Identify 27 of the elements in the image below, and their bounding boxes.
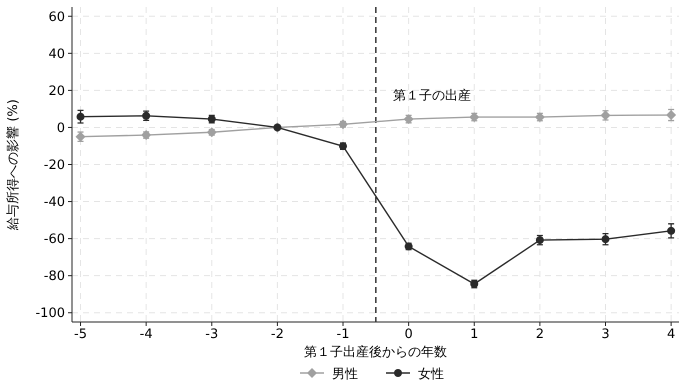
y-tick-label: -60 bbox=[44, 232, 65, 248]
y-tick-label: 60 bbox=[48, 10, 65, 25]
y-tick-label: 20 bbox=[48, 84, 65, 99]
x-tick-label: -3 bbox=[205, 327, 218, 342]
x-tick-label: -1 bbox=[336, 327, 350, 342]
y-tick-label: -40 bbox=[44, 195, 65, 210]
x-tick-label: 3 bbox=[601, 327, 610, 342]
ref-line-label: 第１子の出産 bbox=[392, 88, 471, 104]
legend-label: 女性 bbox=[418, 367, 444, 382]
y-axis-title: 給与所得への影響 (%) bbox=[6, 99, 21, 231]
y-tick-label: -100 bbox=[35, 306, 65, 322]
x-tick-label: -4 bbox=[140, 327, 153, 342]
point bbox=[76, 112, 85, 121]
x-tick-label: 1 bbox=[470, 327, 478, 342]
x-tick-label: 4 bbox=[666, 327, 676, 342]
y-tick-label: -20 bbox=[44, 158, 65, 173]
y-tick-label: -80 bbox=[44, 269, 65, 284]
x-tick-label: -2 bbox=[270, 327, 284, 342]
x-tick-label: -5 bbox=[74, 327, 88, 342]
legend-label: 男性 bbox=[332, 367, 358, 382]
point bbox=[602, 235, 610, 244]
y-tick-label: 40 bbox=[48, 46, 65, 62]
x-tick-label: 0 bbox=[404, 327, 413, 342]
point bbox=[667, 226, 676, 235]
x-tick-label: 2 bbox=[536, 327, 544, 342]
x-axis-title: 第１子出産後からの年数 bbox=[304, 344, 447, 360]
y-tick-label: 0 bbox=[56, 120, 65, 136]
